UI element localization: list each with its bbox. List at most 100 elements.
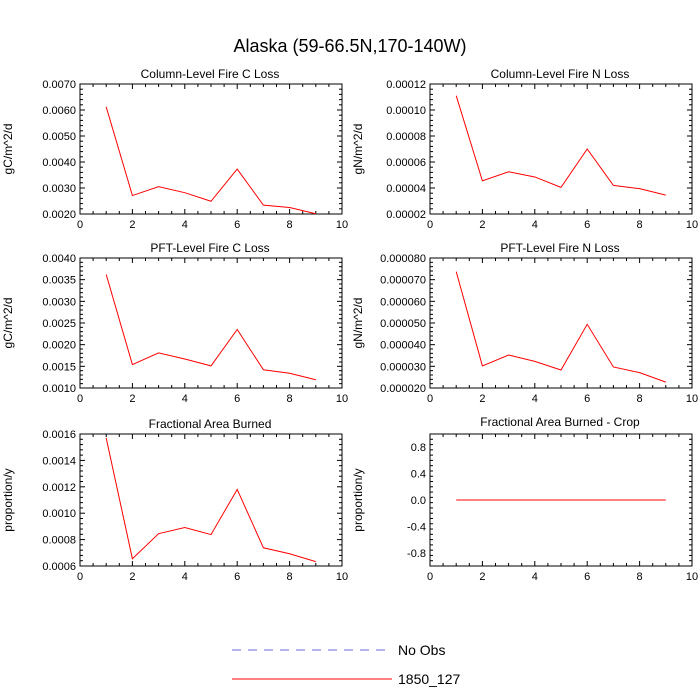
x-tick-label: 0	[427, 393, 433, 405]
x-tick-label: 4	[182, 219, 188, 231]
y-tick-label: 0.0014	[42, 455, 76, 467]
y-tick-label: 0.0015	[42, 361, 76, 373]
y-tick-label: 0.00010	[386, 105, 426, 117]
y-tick-label: 0.4	[411, 469, 426, 481]
x-tick-label: 10	[336, 571, 348, 583]
plot-frame	[79, 257, 343, 389]
x-tick-label: 0	[77, 393, 83, 405]
legend-label-no-obs: No Obs	[398, 642, 445, 658]
main-title: Alaska (59-66.5N,170-140W)	[233, 36, 466, 56]
series-line-1850-127	[105, 274, 316, 381]
x-tick-label: 8	[287, 393, 293, 405]
x-tick-label: 0	[77, 571, 83, 583]
series-line-1850-127	[105, 106, 316, 215]
x-tick-label: 2	[129, 571, 135, 583]
y-tick-label: 0.0025	[42, 318, 76, 330]
x-tick-label: 4	[532, 219, 538, 231]
x-tick-label: 2	[479, 393, 485, 405]
y-tick-label: 0.0012	[42, 482, 76, 494]
series-line-1850-127	[455, 271, 666, 383]
x-tick-label: 4	[182, 393, 188, 405]
plot-frame	[429, 83, 693, 215]
y-tick-label: 0.0040	[42, 157, 76, 169]
y-tick-label: 0.0030	[42, 183, 76, 195]
y-tick-label: 0.000020	[380, 383, 426, 395]
panel-fractional-area-burned-crop: Fractional Area Burned - Crop 0 2 4 6 8 10 -0.…	[351, 415, 698, 583]
y-tick-label: 0.0030	[42, 296, 76, 308]
y-tick-label: 0.0016	[42, 429, 76, 441]
y-tick-label: 0.0035	[42, 275, 76, 287]
y-tick-label: 0.0006	[42, 561, 76, 573]
x-tick-label: 6	[584, 219, 590, 231]
y-tick-label: 0.0060	[42, 105, 76, 117]
panel-title: Fractional Area Burned	[149, 417, 272, 431]
panel-title: PFT-Level Fire N Loss	[500, 241, 619, 255]
x-tick-label: 10	[336, 219, 348, 231]
panel-column-fire-n-loss: Column-Level Fire N Loss 0 2 4 6 8 10 0.00002 0…	[351, 67, 698, 231]
x-tick-label: 2	[129, 393, 135, 405]
y-axis-label: proportion/y	[1, 468, 15, 531]
y-tick-label: 0.0040	[42, 253, 76, 265]
y-tick-label: 0.00004	[386, 183, 426, 195]
plot-frame	[79, 83, 343, 215]
y-tick-label: 0.0010	[42, 383, 76, 395]
x-tick-label: 4	[532, 571, 538, 583]
x-tick-label: 6	[234, 393, 240, 405]
y-tick-label: 0.8	[411, 442, 426, 454]
x-tick-label: 2	[129, 219, 135, 231]
plot-area: 0 2 4 6 8 10 0.0006 0.0008 0.0010 0.0012 0.0014 0.0…	[1, 429, 348, 583]
x-tick-label: 8	[637, 393, 643, 405]
x-tick-label: 6	[584, 571, 590, 583]
series-line-1850-127	[455, 95, 666, 196]
y-tick-label: 0.00012	[386, 79, 426, 91]
y-tick-label: -0.8	[407, 548, 426, 560]
y-tick-label: 0.000070	[380, 275, 426, 287]
plot-area: 0 2 4 6 8 10 0.000020 0.000030 0.000040 0.000050 0…	[351, 253, 698, 405]
panel-column-fire-c-loss: Column-Level Fire C Loss 0 2 4 6 8 10 0.0020 0.…	[1, 67, 348, 231]
y-axis-label: gC/m^2/d	[1, 124, 15, 175]
y-tick-label: 0.0070	[42, 79, 76, 91]
x-tick-label: 0	[427, 219, 433, 231]
x-tick-label: 8	[287, 571, 293, 583]
y-tick-label: 0.00008	[386, 131, 426, 143]
panel-pft-fire-n-loss: PFT-Level Fire N Loss 0 2 4 6 8 10 0.000020 0.0…	[351, 241, 698, 405]
x-tick-label: 10	[686, 393, 698, 405]
y-tick-label: 0.0008	[42, 535, 76, 547]
y-axis-label: gN/m^2/d	[351, 298, 365, 349]
y-axis-label: proportion/y	[351, 468, 365, 531]
x-tick-label: 10	[686, 219, 698, 231]
y-tick-label: 0.000050	[380, 318, 426, 330]
x-tick-label: 8	[637, 219, 643, 231]
panel-title: Column-Level Fire C Loss	[141, 67, 280, 81]
x-tick-label: 2	[479, 219, 485, 231]
y-tick-label: 0.0020	[42, 209, 76, 221]
x-tick-label: 4	[532, 393, 538, 405]
panel-fractional-area-burned: Fractional Area Burned 0 2 4 6 8 10 0.0006 0.00…	[1, 417, 348, 583]
x-tick-label: 0	[427, 571, 433, 583]
plot-frame	[429, 257, 693, 389]
x-tick-label: 8	[287, 219, 293, 231]
y-tick-label: 0.0010	[42, 508, 76, 520]
x-tick-label: 2	[479, 571, 485, 583]
x-tick-label: 6	[234, 219, 240, 231]
legend: No Obs 1850_127	[232, 642, 461, 687]
y-tick-label: 0.00006	[386, 157, 426, 169]
y-tick-label: 0.000080	[380, 253, 426, 265]
y-tick-label: 0.000030	[380, 361, 426, 373]
x-tick-label: 6	[584, 393, 590, 405]
y-tick-label: 0.000040	[380, 340, 426, 352]
y-tick-label: 0.0	[411, 495, 426, 507]
panel-title: PFT-Level Fire C Loss	[150, 241, 269, 255]
x-tick-label: 0	[77, 219, 83, 231]
y-tick-label: 0.00002	[386, 209, 426, 221]
y-tick-label: 0.0020	[42, 340, 76, 352]
panel-title: Column-Level Fire N Loss	[491, 67, 630, 81]
x-tick-label: 10	[686, 571, 698, 583]
y-tick-label: 0.000060	[380, 296, 426, 308]
x-tick-label: 10	[336, 393, 348, 405]
panel-title: Fractional Area Burned - Crop	[480, 415, 640, 429]
series-line-1850-127	[105, 437, 316, 563]
y-axis-label: gN/m^2/d	[351, 124, 365, 175]
plot-area: 0 2 4 6 8 10 -0.8 -0.4 0.0 0.4 0.8 proportion/y	[351, 433, 698, 583]
